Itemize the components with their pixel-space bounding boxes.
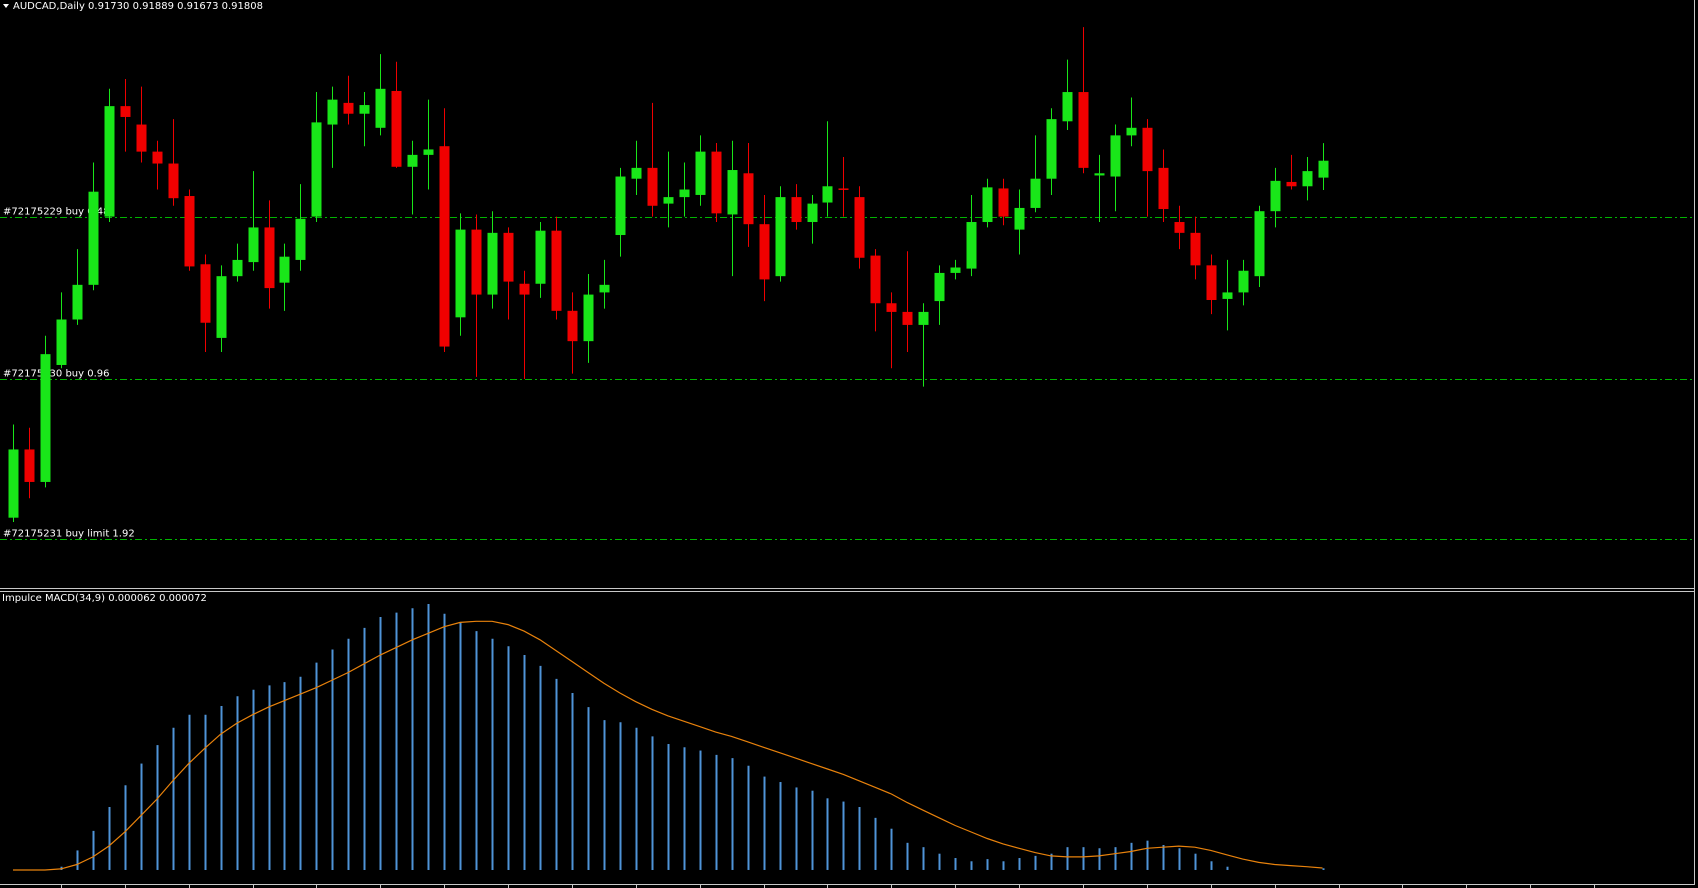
candle-body — [152, 151, 163, 164]
candle-body — [359, 105, 370, 114]
candle-body — [934, 272, 945, 302]
candle-body — [391, 90, 402, 167]
candle-body — [455, 229, 466, 318]
candle-body — [551, 230, 562, 311]
candle-body — [663, 197, 674, 204]
candle-body — [599, 284, 610, 293]
indicator-title: Impulce MACD(34,9) 0.000062 0.000072 — [2, 593, 207, 604]
candle-body — [679, 189, 690, 198]
candle-body — [615, 176, 626, 236]
candle-body — [950, 267, 961, 273]
candle-body — [487, 232, 498, 295]
candle-body — [759, 224, 770, 280]
candle-body — [264, 227, 275, 289]
candle-body — [1318, 160, 1329, 178]
candle-body — [503, 232, 514, 282]
signal-line — [13, 620, 1323, 871]
chart-title: AUDCAD,Daily 0.91730 0.91889 0.91673 0.9… — [13, 1, 263, 12]
candle-body — [583, 294, 594, 342]
candle-body — [791, 197, 802, 223]
candle-body — [838, 188, 849, 190]
candle-body — [631, 167, 642, 179]
candle-body — [295, 218, 306, 260]
candle-body — [200, 264, 211, 323]
candle-body — [1062, 92, 1073, 122]
candle-body — [982, 187, 993, 223]
candle-body — [1206, 265, 1217, 300]
candle-body — [966, 222, 977, 269]
candle-body — [248, 227, 259, 263]
candle-body — [1222, 292, 1233, 299]
candle-body — [232, 259, 243, 277]
candle-body — [886, 303, 897, 312]
candle-body — [775, 197, 786, 277]
candle-body — [695, 151, 706, 195]
candle-body — [407, 154, 418, 167]
candle-body — [1254, 211, 1265, 277]
candle-body — [1014, 207, 1025, 230]
candle-body — [24, 449, 35, 482]
candle-body — [1174, 222, 1185, 233]
candle-body — [743, 173, 754, 225]
order-line-label: #72175230 buy 0.96 — [3, 369, 110, 380]
candle-body — [519, 283, 530, 295]
order-lines: #72175229 buy 0.48 #72175230 buy 0.96 #721… — [0, 207, 1694, 540]
candle-body — [727, 170, 738, 215]
candle-body — [647, 167, 658, 206]
marks — [8, 27, 1329, 871]
candle-body — [822, 186, 833, 203]
candle-body — [423, 149, 434, 155]
candle-body — [1302, 171, 1313, 187]
order-line-label: #72175229 buy 0.48 — [3, 207, 110, 218]
candle-body — [902, 311, 913, 325]
menu-triangle[interactable] — [3, 4, 9, 8]
candle-body — [343, 102, 354, 114]
candle-body — [1158, 167, 1169, 210]
candle-body — [1094, 173, 1105, 176]
candle-body — [56, 319, 67, 365]
candle-body — [1270, 180, 1281, 212]
candle-body — [1286, 181, 1297, 187]
candle-body — [136, 124, 147, 152]
candle-body — [998, 188, 1009, 217]
candle-body — [567, 310, 578, 342]
candle-body — [120, 106, 131, 117]
candle-body — [168, 163, 179, 199]
candle-body — [1126, 127, 1137, 136]
candle-body — [216, 276, 227, 338]
candle-body — [375, 88, 386, 128]
candle-body — [711, 151, 722, 214]
candle-body — [1110, 135, 1121, 177]
candle-body — [1078, 92, 1089, 168]
candle-body — [1030, 178, 1041, 208]
candle-body — [854, 197, 865, 258]
candle-body — [1190, 232, 1201, 266]
candle-body — [439, 146, 450, 347]
candle-body — [104, 106, 115, 217]
candle-body — [40, 354, 51, 482]
candle-body — [1142, 127, 1153, 172]
candle-body — [8, 449, 19, 518]
candle-body — [88, 191, 99, 285]
candle-body — [279, 256, 290, 283]
candle-body — [807, 203, 818, 223]
candle-body — [471, 229, 482, 295]
candle-body — [327, 99, 338, 125]
order-line-label: #72175231 buy limit 1.92 — [3, 529, 135, 540]
candle-body — [918, 311, 929, 325]
candle-body — [184, 196, 195, 267]
candle-body — [870, 255, 881, 304]
candle-body — [311, 122, 322, 217]
candle-body — [1046, 119, 1057, 179]
candle-body — [72, 284, 83, 320]
candle-body — [535, 230, 546, 284]
candle-body — [1238, 270, 1249, 293]
